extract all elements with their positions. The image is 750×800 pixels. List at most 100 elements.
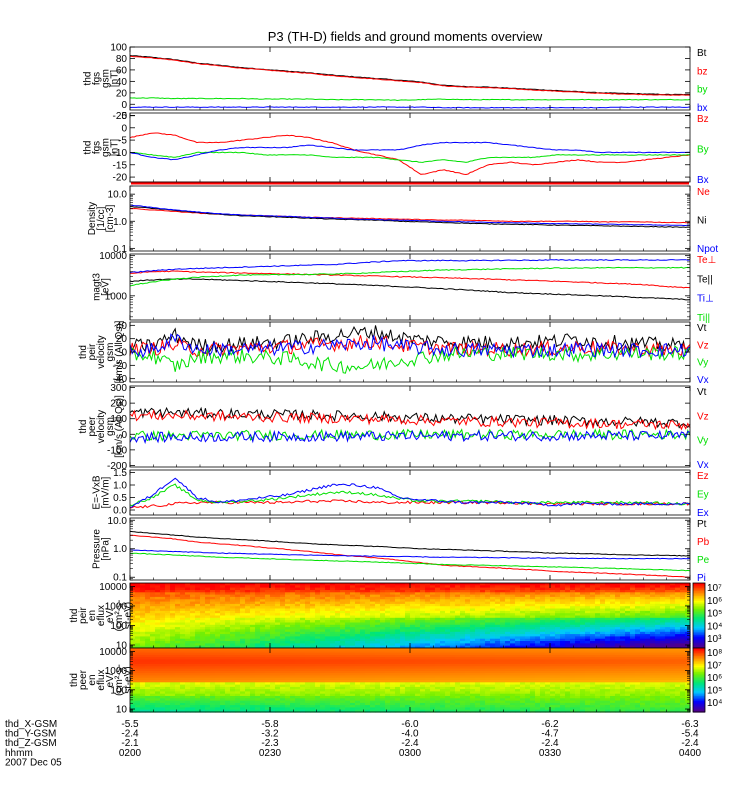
y-ticks-4: 10000 1000 <box>99 251 690 318</box>
y-axis-label-line: peir <box>87 343 98 360</box>
y-tick-label: 10 <box>116 640 128 651</box>
legend-entry: Vt <box>697 323 707 334</box>
colorbar-tick-label: 10⁸ <box>707 648 722 659</box>
y-axis-label-line: thd <box>69 609 80 623</box>
y-tick-label: -40 <box>113 374 128 385</box>
y-ticks-5: 40 20 0 -20 -40 <box>113 321 690 385</box>
legend-entry: Vt <box>697 387 707 398</box>
y-tick-label: 20 <box>116 334 128 345</box>
y-axis-label-line: [eV] <box>101 278 112 296</box>
colorbar-tick-label: 10⁷ <box>707 661 722 672</box>
colorbar-tick-label: 10⁴ <box>707 621 722 632</box>
y-tick-label: -15 <box>113 160 128 171</box>
legend-2: Bz By Bx <box>697 114 709 186</box>
series-line-Vy <box>129 345 691 374</box>
y-tick-label: 0.1 <box>113 244 127 255</box>
y-axis-label-line: [km/s (All Qs)] <box>114 320 125 383</box>
y-tick-label: 0 <box>121 348 127 359</box>
series-line-Ti|| <box>129 266 691 287</box>
series-line-Ti⊥ <box>129 259 691 273</box>
y-tick-label: -5 <box>118 136 127 147</box>
footer-value: -5.8 <box>261 719 279 730</box>
y-ticks-3: 10.0 1.0 0.1 <box>108 185 690 255</box>
series-line-Bt <box>129 55 691 96</box>
colorbar-tick-label: 10⁶ <box>707 673 722 684</box>
y-axis-label-line: thd <box>69 673 80 687</box>
y-axis-label-line: gsm <box>105 417 116 436</box>
y-tick-label: 0 <box>121 430 127 441</box>
footer-value: 0330 <box>539 748 562 759</box>
legend-5: Vt Vz Vy Vx <box>697 323 709 386</box>
series-line-Vt <box>129 325 691 353</box>
y-axis-label-line: Density <box>87 202 98 235</box>
panel-frame <box>129 321 691 383</box>
series-group-8 <box>129 530 691 578</box>
legend-entry: by <box>697 85 708 96</box>
y-tick-label: 20 <box>116 88 128 99</box>
legend-entry: Ni <box>697 216 706 227</box>
footer-value: -6.2 <box>541 719 559 730</box>
panel-6: 300 200 100 0 -100 -200 thdpeervelocitygsm[km/… <box>78 383 709 472</box>
footer-value: -2.1 <box>121 738 139 749</box>
legend-entry: Vy <box>697 436 708 447</box>
legend-entry: Te|| <box>697 274 713 285</box>
footer-value: -2.4 <box>681 738 699 749</box>
series-group-6 <box>129 406 691 445</box>
series-line-Bz <box>129 132 691 176</box>
footer-value: -2.3 <box>261 738 279 749</box>
footer-value: -6.3 <box>681 719 699 730</box>
y-tick-label: 10000 <box>99 647 127 658</box>
series-line-Pt <box>129 530 691 557</box>
legend-entry: Vx <box>697 375 709 386</box>
y-axis-label-line: [nT] <box>110 70 121 87</box>
legend-7: Ez Ey Ex <box>697 471 709 519</box>
legend-6: Vt Vz Vy Vx <box>697 387 709 471</box>
y-axis-label-line: en <box>87 674 98 685</box>
y-axis-label-line: fgs <box>92 72 103 85</box>
legend-entry: Npot <box>697 244 718 255</box>
y-axis-label-line: magt3 <box>92 273 103 301</box>
y-axis-label-3: Density[1/cc][cm-3] <box>87 202 116 235</box>
y-axis-label-line: [km/s (All Qs)] <box>114 395 125 458</box>
legend-entry: Pi <box>697 573 706 584</box>
panel-frame <box>129 185 691 252</box>
y-axis-label-line: thd <box>78 420 89 434</box>
y-tick-label: -10 <box>113 148 128 159</box>
y-tick-label: 0.5 <box>113 493 127 504</box>
legend-4: Te⊥ Te|| Ti⊥ Ti|| <box>697 255 716 324</box>
colorbar-tick-label: 10⁴ <box>707 698 722 709</box>
quality-flag-bar <box>131 181 689 185</box>
y-axis-label-line: (cm²-s- <box>114 600 125 632</box>
series-group-1 <box>129 55 691 109</box>
series-group-4 <box>129 259 691 301</box>
y-axis-label-line: [nPa] <box>101 537 112 561</box>
footer-value: 0200 <box>119 748 142 759</box>
legend-8: Pt Pb Pe Pi <box>697 519 710 584</box>
legend-entry: bx <box>697 103 708 114</box>
series-line-by <box>129 97 691 102</box>
y-tick-label: 10000 <box>99 582 127 593</box>
series-line-Vx <box>129 333 691 359</box>
y-tick-label: 80 <box>116 54 128 65</box>
colorbar-tick-label: 10⁷ <box>707 583 722 594</box>
series-line-Vt <box>129 406 691 429</box>
y-tick-label: -20 <box>113 173 128 184</box>
y-tick-label: 40 <box>116 77 128 88</box>
legend-1: Bt bz by bx <box>697 48 708 114</box>
series-line-Pb <box>130 534 691 578</box>
y-ticks-8: 10.0 1.0 0.1 <box>108 516 690 584</box>
y-axis-label-line: [mV/m] <box>101 476 112 508</box>
y-tick-label: 1000 <box>105 666 128 677</box>
y-axis-label-line: eflux <box>96 669 107 690</box>
y-axis-label-line: peer <box>78 669 89 690</box>
y-tick-label: -20 <box>113 361 128 372</box>
footer-value: -4.7 <box>541 729 559 740</box>
